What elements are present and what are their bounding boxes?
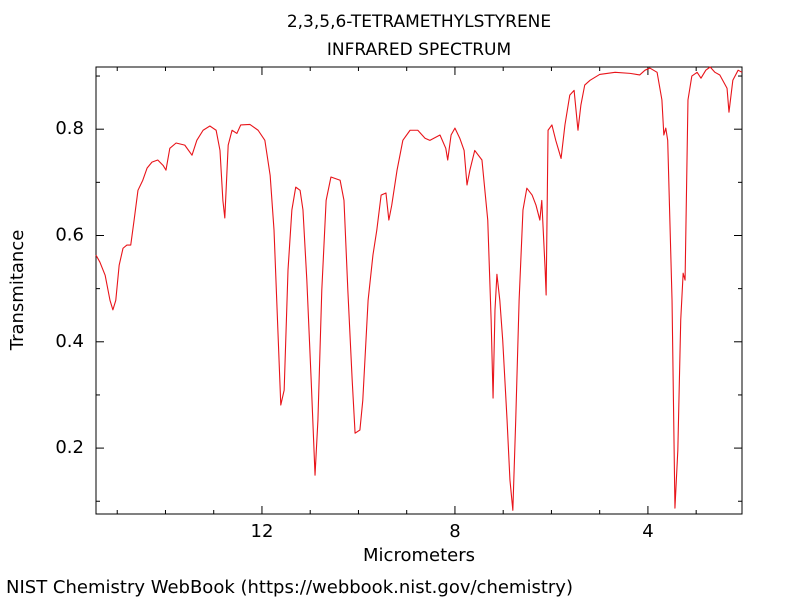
x-tick-label: 8	[449, 521, 460, 542]
x-axis-label: Micrometers	[363, 545, 475, 566]
chart-subtitle: INFRARED SPECTRUM	[327, 40, 511, 60]
y-tick-label: 0.6	[55, 224, 84, 245]
footer: NIST Chemistry WebBook (https://webbook.…	[6, 577, 573, 598]
spectrum-line	[95, 66, 743, 511]
y-tick-label: 0.2	[55, 437, 84, 458]
x-tick-label: 4	[642, 521, 653, 542]
y-tick-label: 0.4	[55, 331, 84, 352]
y-tick-label: 0.8	[55, 118, 84, 139]
plot-frame	[95, 66, 743, 515]
x-tick-label: 12	[251, 521, 274, 542]
chart-title: 2,3,5,6-TETRAMETHYLSTYRENE	[287, 12, 551, 32]
y-axis-label: Transmitance	[7, 230, 28, 352]
